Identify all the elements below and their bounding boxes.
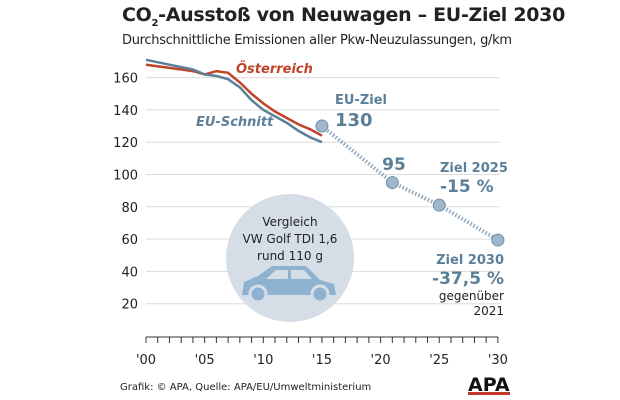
y-tick-label: 160 (113, 72, 138, 87)
callout-line1: Vergleich (262, 215, 317, 229)
x-tick-label: '10 (253, 353, 273, 368)
series-label-oesterreich: Österreich (236, 61, 313, 77)
chart-subtitle: Durchschnittliche Emissionen aller Pkw-N… (122, 33, 512, 48)
target-point (385, 176, 399, 190)
annotation-label: Ziel 2025 (440, 161, 508, 176)
x-tick-label: '25 (429, 353, 449, 368)
car-wheel (248, 284, 268, 304)
car-wheel (310, 284, 330, 304)
series-line-eu-schnitt (145, 58, 323, 144)
y-tick-label: 40 (121, 265, 138, 280)
annotation-note: gegenüber (439, 289, 504, 303)
annotation-label: Ziel 2030 (436, 253, 504, 268)
annotation-value: 95 (382, 155, 406, 175)
y-tick-label: 140 (113, 104, 138, 119)
x-tick-label: '30 (488, 353, 508, 368)
series-line-eu-ziel (320, 124, 499, 242)
target-point (315, 119, 329, 133)
car-icon (242, 266, 336, 304)
annotation-value: -37,5 % (432, 269, 504, 289)
callout-line2: VW Golf TDI 1,6 (243, 232, 338, 246)
annotation-label: EU-Ziel (335, 93, 387, 108)
callout-line3: rund 110 g (257, 249, 323, 263)
y-tick-label: 120 (113, 136, 138, 151)
x-tick-label: '15 (312, 353, 332, 368)
y-tick-label: 60 (121, 233, 138, 248)
x-tick-label: '20 (371, 353, 391, 368)
x-tick-label: '05 (195, 353, 215, 368)
series-label-eu-schnitt: EU-Schnitt (196, 115, 274, 130)
car-body (242, 266, 336, 295)
annotation-value: -15 % (440, 177, 494, 197)
y-tick-label: 20 (121, 298, 138, 313)
y-tick-label: 80 (121, 201, 138, 216)
target-point (491, 233, 505, 247)
source-note: Grafik: © APA, Quelle: APA/EU/Umweltmini… (120, 382, 372, 393)
car-windows (266, 270, 312, 279)
apa-logo: APA (468, 374, 510, 396)
chart-title: CO2-Ausstoß von Neuwagen – EU-Ziel 2030 (122, 4, 566, 29)
target-point (432, 198, 446, 212)
x-tick-label: '00 (136, 353, 156, 368)
annotation-note: 2021 (473, 304, 504, 318)
annotation-value: 130 (335, 110, 373, 131)
y-tick-label: 100 (113, 169, 138, 184)
